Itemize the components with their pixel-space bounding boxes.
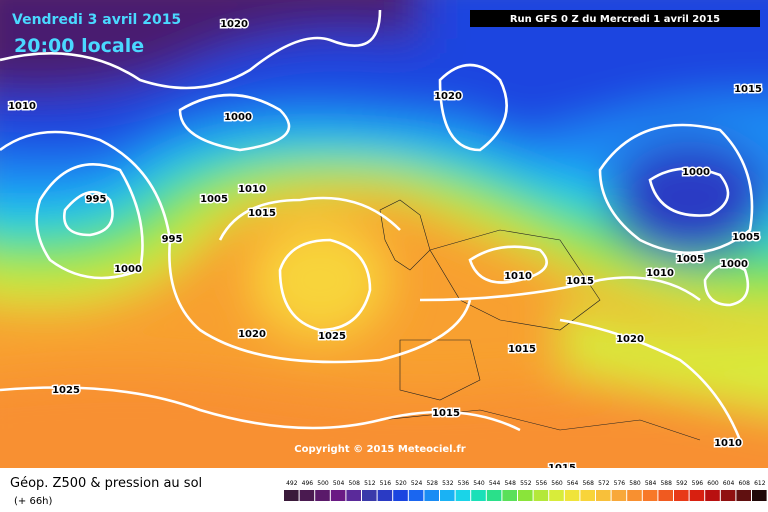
colorbar-cell (440, 490, 455, 501)
colorbar-label: 504 (333, 480, 345, 487)
colorbar-label: 524 (411, 480, 423, 487)
colorbar-label: 500 (317, 480, 329, 487)
colorbar-cell (362, 490, 377, 501)
colorbar-cell (627, 490, 642, 501)
colorbar-label: 564 (567, 480, 579, 487)
colorbar-label: 492 (286, 480, 298, 487)
colorbar-label: 568 (582, 480, 594, 487)
colorbar-label: 556 (536, 480, 548, 487)
colorbar-cell (346, 490, 361, 501)
colorbar-label: 532 (442, 480, 454, 487)
colorbar-cell (315, 490, 330, 501)
isobar-label: 1010 (8, 101, 36, 112)
isobar-label: 1000 (720, 259, 748, 270)
isobar-label: 1000 (682, 167, 710, 178)
colorbar-label: 604 (723, 480, 735, 487)
colorbar: 492 496 500 504 508 512 516 520 524 528 532 536 540 5… (284, 480, 767, 501)
colorbar-label: 580 (629, 480, 641, 487)
colorbar-cell (720, 490, 736, 501)
colorbar-label: 572 (598, 480, 610, 487)
isobar-label: 1020 (434, 91, 462, 102)
colorbar-cell (611, 490, 627, 501)
colorbar-cell (330, 490, 346, 501)
forecast-time: 20:00 locale (14, 35, 144, 57)
colorbar-label: 528 (426, 480, 438, 487)
colorbar-label: 560 (551, 480, 563, 487)
colorbar-label: 592 (676, 480, 688, 487)
colorbar-cell (408, 490, 424, 501)
colorbar-label: 548 (504, 480, 516, 487)
colorbar-cell (284, 490, 299, 501)
copyright: Copyright © 2015 Meteociel.fr (294, 444, 465, 455)
isobar-label: 1020 (238, 329, 266, 340)
colorbar-label: 512 (364, 480, 376, 487)
isobar-label: 1025 (318, 331, 346, 342)
colorbar-cell (580, 490, 595, 501)
isobar-label: 1015 (566, 276, 594, 287)
isobar-label: 1010 (504, 271, 532, 282)
forecast-date: Vendredi 3 avril 2015 (12, 12, 181, 28)
colorbar-cell (689, 490, 705, 501)
isobar-label: 995 (162, 234, 183, 245)
colorbar-cell (518, 490, 533, 501)
colorbar-label: 496 (302, 480, 314, 487)
colorbar-cell (424, 490, 439, 501)
isobar-label: 1015 (432, 408, 460, 419)
isobar-label: 1020 (220, 19, 248, 30)
isobar-label: 1020 (616, 334, 644, 345)
colorbar-cell (674, 490, 689, 501)
colorbar-cell (736, 490, 751, 501)
colorbar-label: 600 (707, 480, 719, 487)
isobar-label: 1015 (548, 463, 576, 474)
colorbar-label: 588 (660, 480, 672, 487)
isobars (0, 9, 754, 441)
colorbar-cell (471, 490, 486, 501)
colorbar-cell (486, 490, 502, 501)
colorbar-label: 540 (473, 480, 485, 487)
colorbar-label: 584 (645, 480, 657, 487)
colorbar-label: 520 (395, 480, 407, 487)
run-info: Run GFS 0 Z du Mercredi 1 avril 2015 (510, 14, 720, 25)
footer-title: Géop. Z500 & pression au sol (10, 476, 202, 491)
colorbar-cell (658, 490, 673, 501)
colorbar-cell (377, 490, 393, 501)
isobar-label: 1005 (200, 194, 228, 205)
colorbar-label: 516 (380, 480, 392, 487)
colorbar-label: 612 (754, 480, 766, 487)
isobar-label: 1000 (114, 264, 142, 275)
footer-lead: (+ 66h) (14, 496, 53, 507)
isobar-label: 1015 (508, 344, 536, 355)
colorbar-label: 508 (348, 480, 360, 487)
isobar-label: 1000 (224, 112, 252, 123)
colorbar-label: 544 (489, 480, 501, 487)
colorbar-label: 608 (738, 480, 750, 487)
colorbar-cell (642, 490, 658, 501)
colorbar-cell (596, 490, 611, 501)
colorbar-cell (533, 490, 549, 501)
colorbar-label: 596 (692, 480, 704, 487)
colorbar-cell (393, 490, 408, 501)
colorbar-cell (549, 490, 564, 501)
isobar-label: 995 (86, 194, 107, 205)
isobar-label: 1005 (676, 254, 704, 265)
colorbar-cell (705, 490, 720, 501)
colorbar-cell (299, 490, 315, 501)
isobar-label: 1010 (646, 268, 674, 279)
colorbar-cell (564, 490, 580, 501)
run-banner (470, 10, 760, 27)
isobar-label: 1010 (714, 438, 742, 449)
colorbar-label: 536 (458, 480, 470, 487)
colorbar-cell (752, 490, 767, 501)
isobar-label: 1010 (238, 184, 266, 195)
isobar-label: 1025 (52, 385, 80, 396)
isobar-label: 1005 (732, 232, 760, 243)
colorbar-label: 576 (614, 480, 626, 487)
isobar-label: 1015 (734, 84, 762, 95)
colorbar-cell (455, 490, 471, 501)
isobar-label: 1015 (248, 208, 276, 219)
colorbar-cell (502, 490, 517, 501)
colorbar-label: 552 (520, 480, 532, 487)
